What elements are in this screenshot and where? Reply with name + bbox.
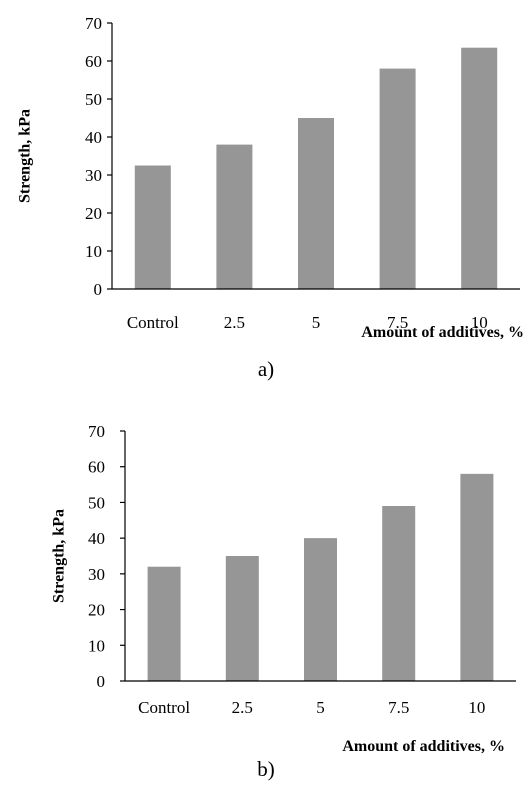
panel-caption-a: a) <box>258 357 274 381</box>
bar-a-2-5 <box>216 144 253 289</box>
x-tick-label-a-2-5: 2.5 <box>224 313 245 332</box>
chart-panel-a: 0 10 20 30 40 50 60 70 Control 2.5 5 7.5 10 Strengt… <box>17 14 524 381</box>
y-tick-label-a-30: 30 <box>85 166 102 185</box>
panel-caption-b: b) <box>257 757 275 781</box>
y-axis-title-b: Strength, kPa <box>51 509 68 603</box>
x-axis-title-b: Amount of additives, % <box>342 738 505 755</box>
y-tick-label-b-30: 30 <box>88 565 105 584</box>
bar-b-control <box>147 566 181 681</box>
y-tick-label-b-20: 20 <box>88 601 105 620</box>
y-tick-label-a-50: 50 <box>85 90 102 109</box>
y-axis-title-a: Strength, kPa <box>17 109 34 203</box>
x-tick-label-b-5: 5 <box>316 698 325 717</box>
y-tick-label-b-10: 10 <box>88 636 105 655</box>
y-tick-label-b-40: 40 <box>88 529 105 548</box>
x-tick-label-a-control: Control <box>127 313 179 332</box>
bars-group-b <box>147 473 494 681</box>
x-tick-label-b-control: Control <box>138 698 190 717</box>
bars-group-a <box>134 47 498 290</box>
bar-b-2-5 <box>225 556 259 681</box>
x-axis-title-a: Amount of additives, % <box>361 324 524 341</box>
x-tick-label-b-10: 10 <box>468 698 485 717</box>
y-tick-label-a-20: 20 <box>85 204 102 223</box>
bar-a-5 <box>298 118 334 289</box>
x-tick-label-a-5: 5 <box>312 313 321 332</box>
bar-b-5 <box>304 538 337 681</box>
x-tick-label-b-2-5: 2.5 <box>232 698 253 717</box>
bar-b-7-5 <box>382 506 416 681</box>
chart-panel-b: 0 10 20 30 40 50 60 70 Control 2.5 5 7.5 10 Strengt… <box>51 422 516 781</box>
x-tick-label-a-10: 10 <box>471 313 488 332</box>
y-tick-label-b-70: 70 <box>88 422 105 441</box>
y-tick-label-a-40: 40 <box>85 128 102 147</box>
y-tick-label-b-60: 60 <box>88 458 105 477</box>
y-tick-label-a-0: 0 <box>94 280 103 299</box>
x-tick-label-b-7-5: 7.5 <box>388 698 409 717</box>
y-tick-label-a-60: 60 <box>85 52 102 71</box>
bar-a-7-5 <box>379 68 416 289</box>
bar-a-10 <box>461 47 498 290</box>
x-ticks-group-b: Control 2.5 5 7.5 10 <box>138 698 485 717</box>
y-ticks-group-b: 0 10 20 30 40 50 60 70 <box>88 422 125 691</box>
bar-a-control <box>134 165 171 289</box>
y-ticks-group-a: 0 10 20 30 40 50 60 70 <box>85 14 112 299</box>
x-tick-label-a-7-5: 7.5 <box>387 313 408 332</box>
x-ticks-group-a: Control 2.5 5 7.5 10 <box>127 313 488 332</box>
y-tick-label-a-70: 70 <box>85 14 102 33</box>
bar-b-10 <box>460 473 494 681</box>
y-tick-label-b-50: 50 <box>88 493 105 512</box>
y-tick-label-a-10: 10 <box>85 242 102 261</box>
y-tick-label-b-0: 0 <box>97 672 106 691</box>
